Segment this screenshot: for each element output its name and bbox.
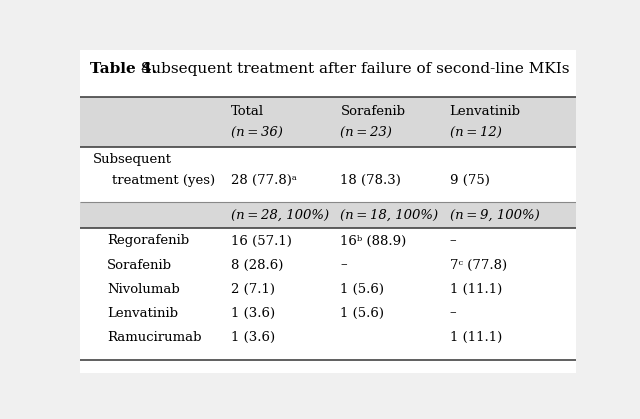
Text: 1 (5.6): 1 (5.6) — [340, 282, 385, 295]
Text: Sorafenib: Sorafenib — [340, 105, 405, 118]
Text: (n = 28, 100%): (n = 28, 100%) — [231, 208, 330, 221]
Text: (n = 36): (n = 36) — [231, 126, 283, 139]
Text: 1 (3.6): 1 (3.6) — [231, 307, 275, 320]
Text: 28 (77.8)ᵃ: 28 (77.8)ᵃ — [231, 174, 297, 187]
Text: 16ᵇ (88.9): 16ᵇ (88.9) — [340, 235, 406, 248]
Text: Subsequent: Subsequent — [92, 153, 172, 166]
FancyBboxPatch shape — [80, 202, 576, 228]
Text: Ramucirumab: Ramucirumab — [108, 331, 202, 344]
Text: 1 (3.6): 1 (3.6) — [231, 331, 275, 344]
Text: Subsequent treatment after failure of second-line MKIs: Subsequent treatment after failure of se… — [136, 62, 569, 75]
Text: Lenvatinib: Lenvatinib — [449, 105, 520, 118]
FancyBboxPatch shape — [80, 50, 576, 373]
Text: 16 (57.1): 16 (57.1) — [231, 235, 292, 248]
Text: 8 (28.6): 8 (28.6) — [231, 259, 284, 272]
Text: (n = 9, 100%): (n = 9, 100%) — [449, 208, 540, 221]
Text: Table 4.: Table 4. — [90, 62, 157, 75]
Text: Regorafenib: Regorafenib — [108, 235, 189, 248]
Text: treatment (yes): treatment (yes) — [112, 174, 216, 187]
Text: (n = 12): (n = 12) — [449, 126, 501, 139]
Text: Nivolumab: Nivolumab — [108, 282, 180, 295]
Text: 9 (75): 9 (75) — [449, 174, 490, 187]
Text: 18 (78.3): 18 (78.3) — [340, 174, 401, 187]
Text: Sorafenib: Sorafenib — [108, 259, 172, 272]
FancyBboxPatch shape — [80, 97, 576, 147]
Text: 1 (11.1): 1 (11.1) — [449, 282, 502, 295]
Text: –: – — [449, 235, 456, 248]
Text: –: – — [449, 307, 456, 320]
Text: 1 (11.1): 1 (11.1) — [449, 331, 502, 344]
Text: 7ᶜ (77.8): 7ᶜ (77.8) — [449, 259, 507, 272]
Text: (n = 23): (n = 23) — [340, 126, 392, 139]
Text: –: – — [340, 259, 347, 272]
Text: Lenvatinib: Lenvatinib — [108, 307, 179, 320]
Text: 1 (5.6): 1 (5.6) — [340, 307, 385, 320]
Text: (n = 18, 100%): (n = 18, 100%) — [340, 208, 438, 221]
Text: Total: Total — [231, 105, 264, 118]
Text: 2 (7.1): 2 (7.1) — [231, 282, 275, 295]
